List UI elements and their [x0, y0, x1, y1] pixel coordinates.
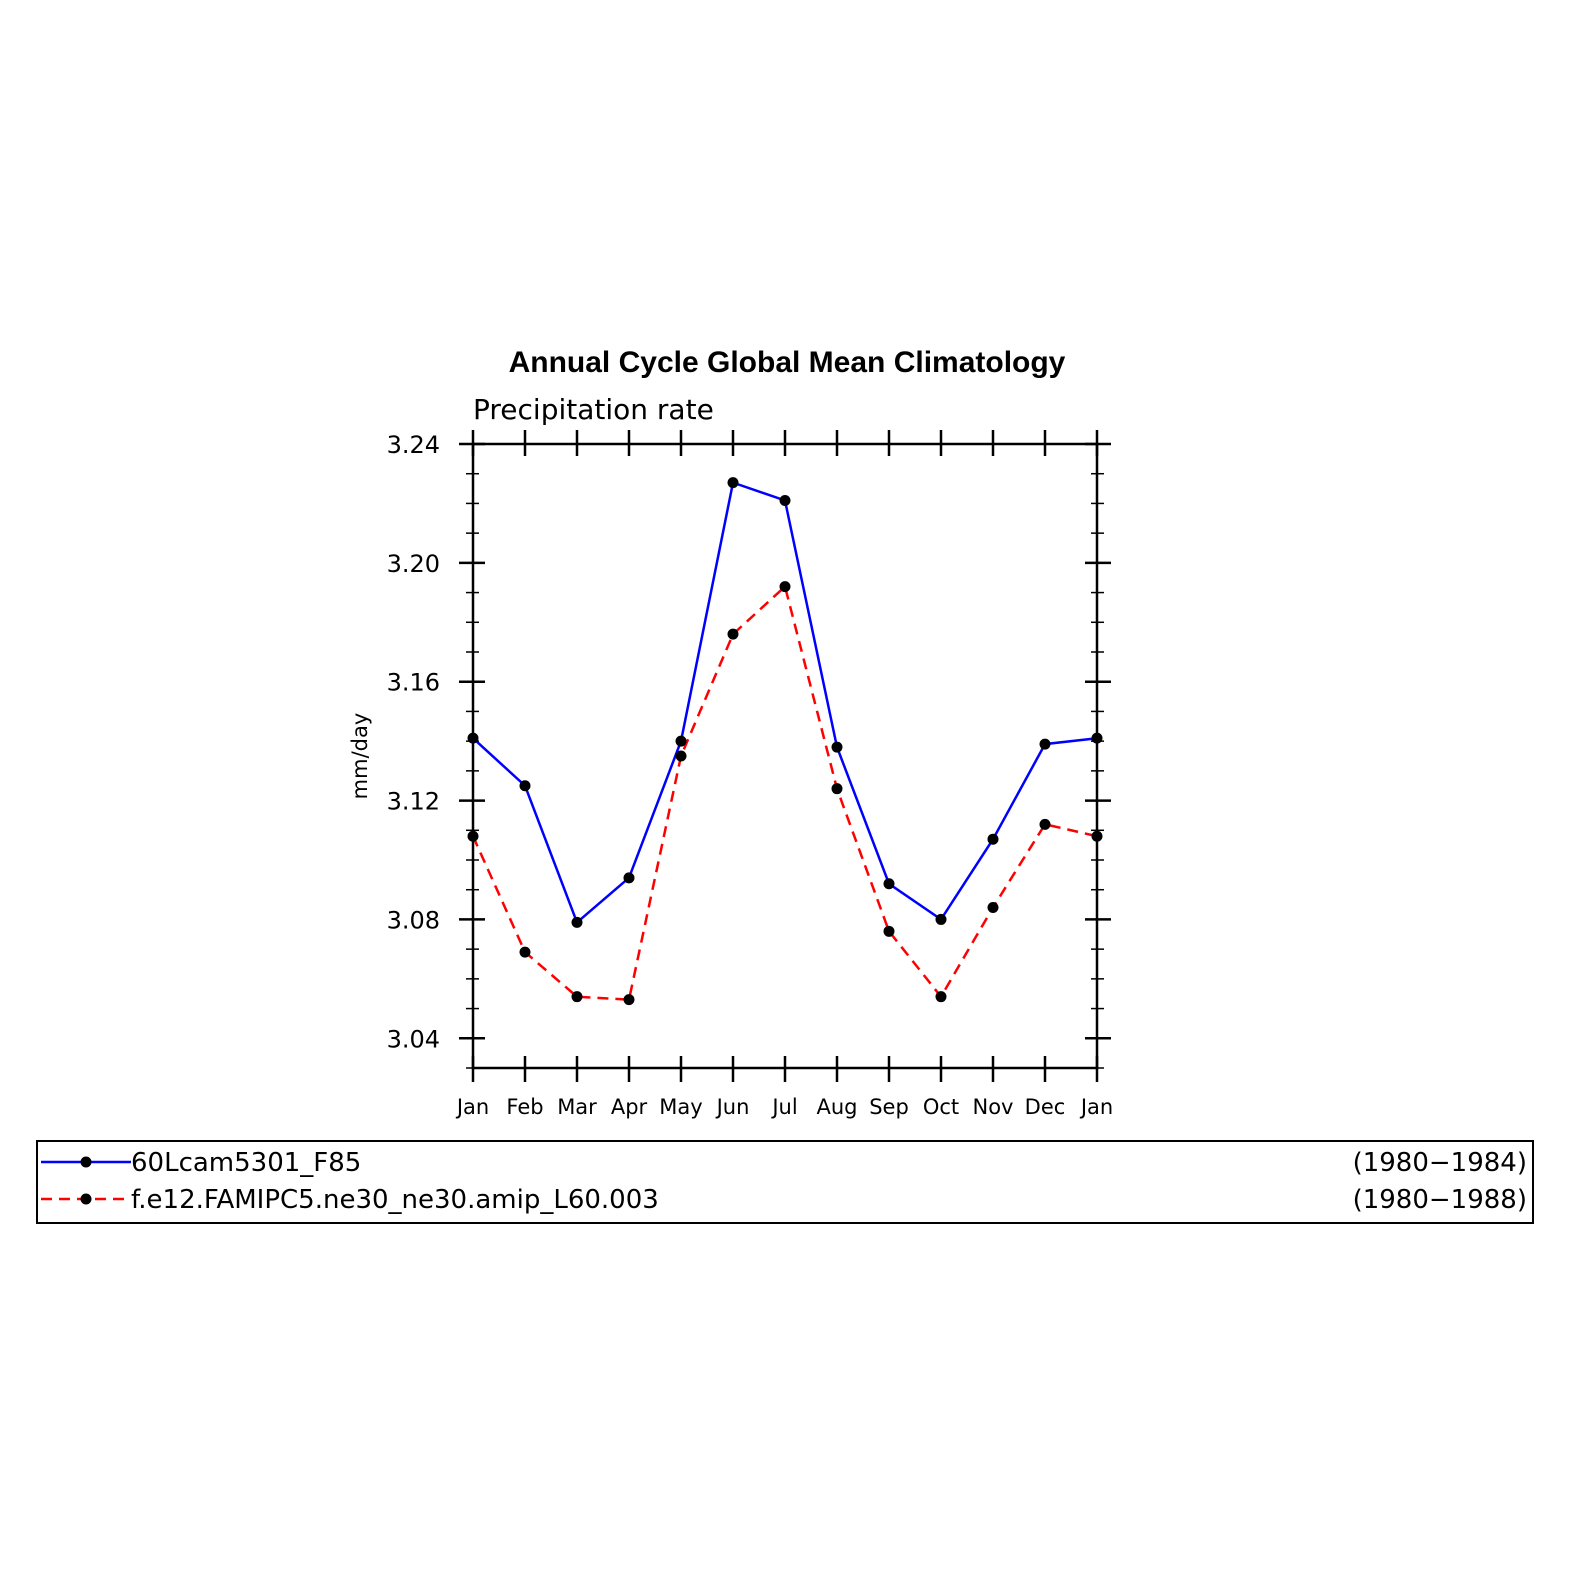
legend-entries: 60Lcam5301_F85 (1980−1984) f.e12.FAMIPC5.n… [41, 1148, 1527, 1215]
legend-period-1: (1980−1984) [1353, 1148, 1527, 1178]
x-tick-label: Oct [923, 1095, 959, 1119]
data-point-series-1 [675, 735, 687, 747]
axes: Jan Feb Mar Apr May Jun Jul Aug Sep Oct Nov Dec Jan 3… [387, 430, 1113, 1119]
y-tick-label: 3.16 [387, 669, 440, 697]
data-point-series-1 [623, 872, 635, 884]
x-tick-label: Jul [770, 1095, 797, 1119]
data-point-series-1 [935, 913, 947, 925]
x-tick-label: Aug [816, 1095, 857, 1119]
data-point-series-2 [1091, 830, 1103, 842]
data-point-series-1 [883, 878, 895, 890]
x-tick-label: Sep [869, 1095, 909, 1119]
chart-title: Annual Cycle Global Mean Climatology [509, 346, 1066, 379]
plot-frame [471, 442, 1099, 1070]
data-point-series-1 [779, 494, 791, 506]
data-point-series-1 [571, 916, 583, 928]
series-line-2 [471, 584, 1098, 1002]
data-point-series-2 [779, 581, 791, 593]
x-tick-label: Mar [557, 1095, 597, 1119]
data-point-series-2 [883, 925, 895, 937]
series-lines [471, 480, 1098, 1002]
y-axis-label: mm/day [348, 713, 372, 800]
data-point-series-2 [935, 991, 947, 1003]
data-point-series-2 [571, 991, 583, 1003]
x-tick-label: Jan [455, 1095, 489, 1119]
data-point-series-2 [519, 946, 531, 958]
data-point-series-2 [675, 750, 687, 762]
x-tick-label: Feb [506, 1095, 543, 1119]
series-markers [467, 477, 1103, 1006]
x-tick-label: Jun [715, 1095, 750, 1119]
data-point-series-1 [987, 833, 999, 845]
y-tick-label: 3.04 [387, 1025, 440, 1053]
data-point-series-2 [467, 830, 479, 842]
legend-marker-1 [80, 1156, 92, 1168]
data-point-series-1 [467, 732, 479, 744]
series-line-1 [472, 480, 1098, 925]
data-point-series-1 [519, 780, 531, 792]
x-tick-label: Apr [611, 1095, 648, 1119]
data-point-series-2 [727, 628, 739, 640]
y-tick-label: 3.20 [387, 550, 440, 578]
legend: 60Lcam5301_F85 (1980−1984) f.e12.FAMIPC5.n… [36, 1140, 1534, 1224]
chart-subtitle: Precipitation rate [473, 393, 714, 426]
legend-period-2: (1980−1988) [1353, 1185, 1527, 1215]
x-tick-label: Dec [1025, 1095, 1066, 1119]
legend-marker-2 [80, 1193, 92, 1205]
y-tick-label: 3.08 [387, 906, 440, 934]
data-point-series-1 [1039, 738, 1051, 750]
x-tick-label: Jan [1079, 1095, 1113, 1119]
data-point-series-2 [623, 994, 635, 1006]
data-point-series-2 [831, 783, 843, 795]
legend-label-1: 60Lcam5301_F85 [131, 1148, 361, 1178]
data-point-series-2 [1039, 818, 1051, 830]
y-tick-label: 3.24 [387, 431, 440, 459]
x-tick-label: Nov [973, 1095, 1014, 1119]
y-tick-label: 3.12 [387, 788, 440, 816]
x-tick-label: May [659, 1095, 702, 1119]
data-point-series-1 [727, 477, 739, 489]
legend-label-2: f.e12.FAMIPC5.ne30_ne30.amip_L60.003 [131, 1185, 659, 1215]
data-point-series-2 [987, 902, 999, 914]
legend-box [36, 1140, 1534, 1224]
data-point-series-1 [831, 741, 843, 753]
data-point-series-1 [1091, 732, 1103, 744]
